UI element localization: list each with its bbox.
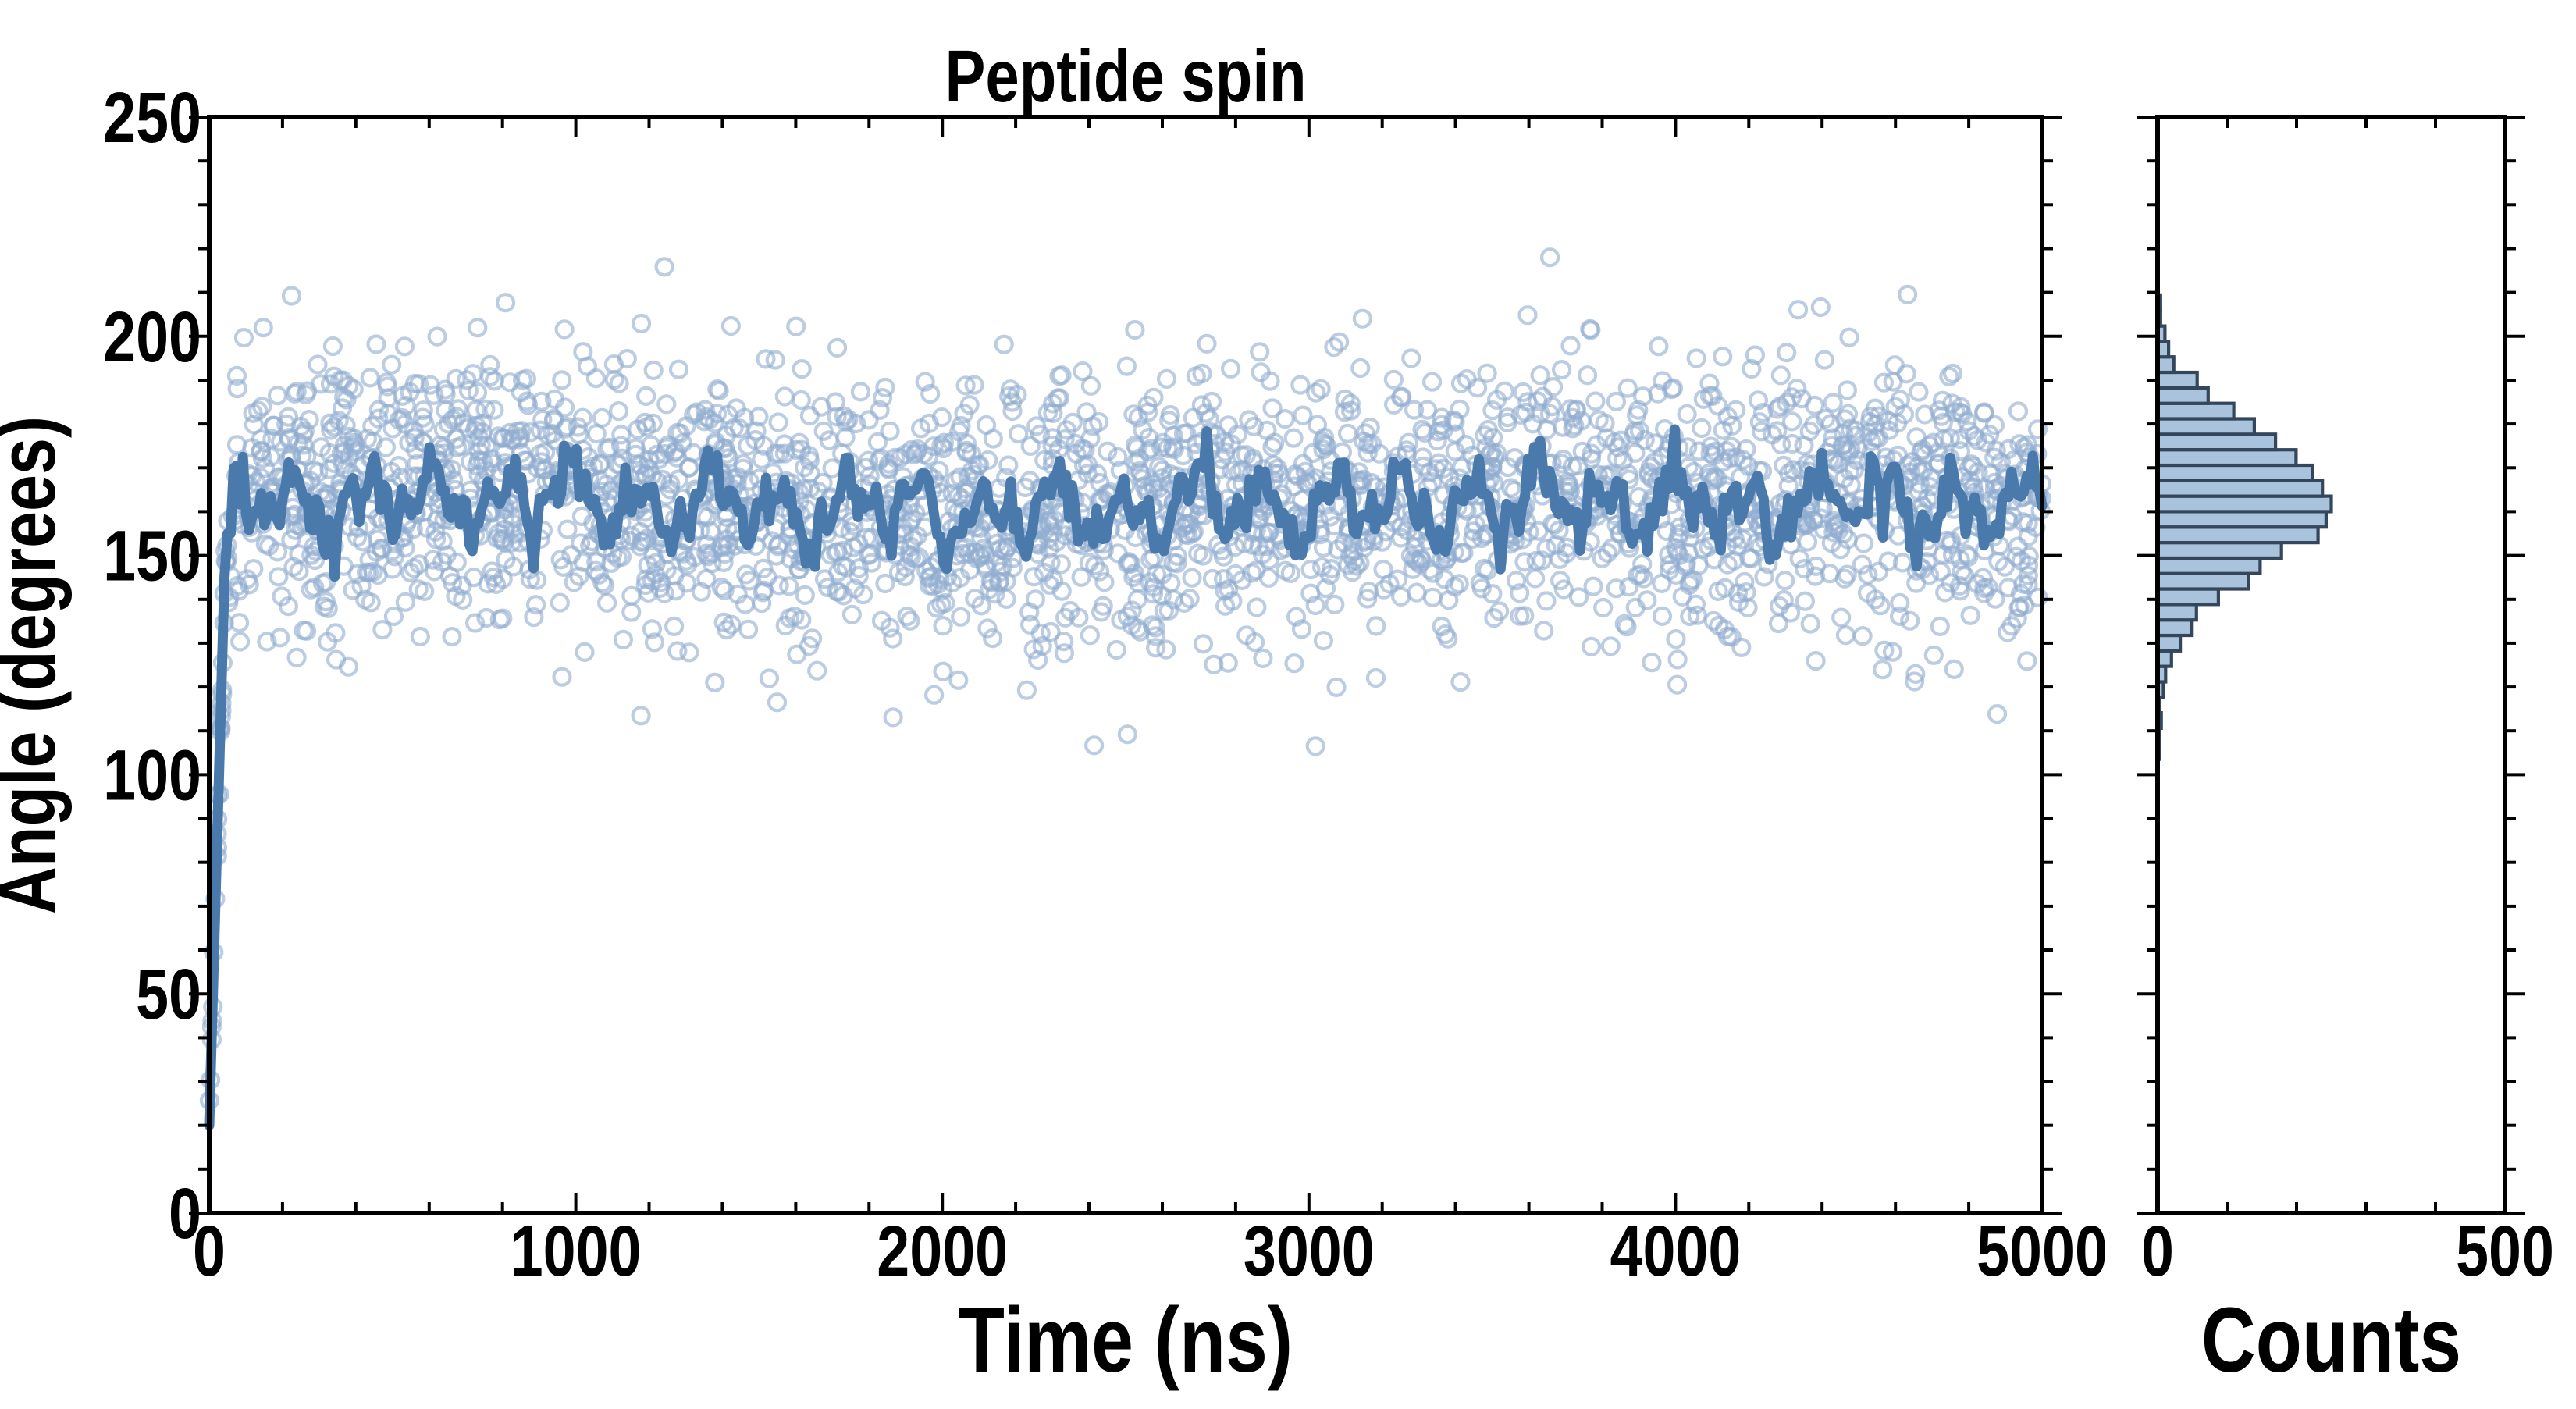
svg-text:0: 0: [2141, 1211, 2174, 1291]
svg-text:Peptide spin: Peptide spin: [945, 35, 1306, 118]
svg-text:2000: 2000: [877, 1211, 1008, 1291]
svg-text:4000: 4000: [1610, 1211, 1742, 1291]
svg-text:200: 200: [103, 297, 201, 377]
svg-text:3000: 3000: [1244, 1211, 1375, 1291]
svg-text:Angle (degrees): Angle (degrees): [0, 416, 72, 914]
svg-text:100: 100: [103, 735, 201, 815]
svg-text:0: 0: [169, 1173, 201, 1254]
svg-text:150: 150: [103, 515, 201, 596]
svg-text:5000: 5000: [1976, 1211, 2108, 1291]
svg-text:250: 250: [103, 77, 201, 158]
svg-text:Counts: Counts: [2201, 1288, 2461, 1391]
svg-text:500: 500: [2456, 1211, 2554, 1291]
svg-text:50: 50: [136, 954, 201, 1034]
svg-text:Time (ns): Time (ns): [959, 1288, 1293, 1391]
svg-text:1000: 1000: [511, 1211, 642, 1291]
